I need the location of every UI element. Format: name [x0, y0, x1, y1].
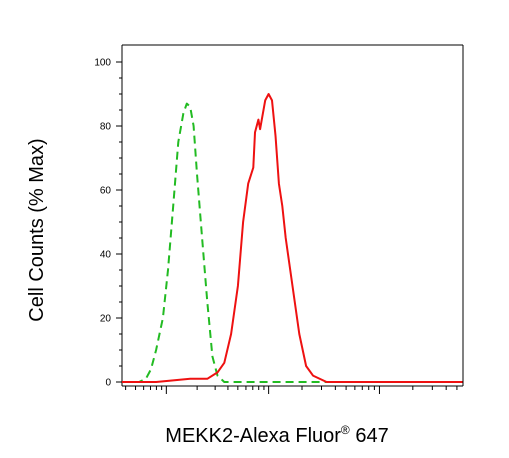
control-histogram-line [122, 102, 463, 383]
y-axis-title: Cell Counts (% Max) [26, 138, 48, 321]
y-axis: 0 20 40 60 80 100 [94, 45, 123, 389]
plot-frame [122, 44, 464, 386]
x-axis-title-main: MEKK2-Alexa Fluor [165, 425, 341, 447]
x-axis-title-suffix: 647 [350, 425, 389, 447]
y-tick-label: 20 [100, 314, 112, 325]
y-tick-label: 60 [100, 186, 112, 197]
y-tick-label: 0 [105, 378, 111, 389]
sample-histogram-line [122, 93, 463, 383]
y-tick-label: 80 [100, 122, 112, 133]
plot-series [122, 93, 463, 383]
y-tick-label: 40 [100, 250, 112, 261]
x-axis-title-superscript: ® [341, 423, 350, 437]
y-tick-label: 100 [94, 58, 111, 69]
x-axis [122, 385, 463, 394]
x-axis-title: MEKK2-Alexa Fluor® 647 [165, 423, 388, 447]
